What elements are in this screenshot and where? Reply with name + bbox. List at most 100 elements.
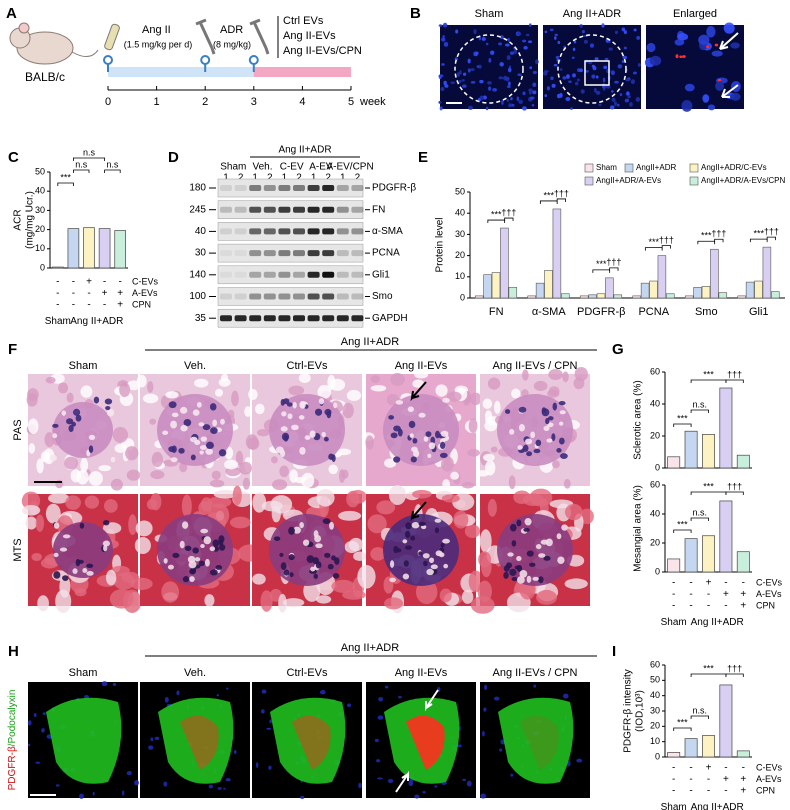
bar [596, 293, 606, 299]
column-label: Sham [475, 8, 504, 20]
cell [171, 412, 179, 418]
cell [521, 39, 527, 43]
cell [540, 539, 549, 545]
band [336, 315, 349, 322]
cell [438, 74, 444, 78]
bar [736, 551, 750, 573]
cell [434, 785, 438, 788]
cell [105, 569, 117, 586]
cell [530, 431, 536, 439]
cell [283, 569, 290, 576]
protein-label: α-SMA [372, 226, 403, 237]
cell [546, 86, 551, 91]
y-tick-label: 40 [650, 508, 660, 518]
bar [710, 248, 719, 299]
cell [559, 68, 563, 71]
cell [482, 398, 493, 410]
band [307, 315, 320, 322]
band [249, 228, 262, 235]
band [293, 293, 305, 300]
cell [199, 450, 204, 455]
cell [28, 443, 36, 454]
significance-bracket [690, 409, 709, 413]
cell [508, 81, 511, 86]
cell [723, 22, 735, 34]
band [307, 206, 320, 213]
cell [545, 538, 553, 547]
cell [324, 408, 332, 416]
cell [453, 510, 469, 529]
panel-label: D [168, 149, 179, 166]
cell [514, 565, 521, 570]
mouse-tail [71, 49, 99, 57]
cell [470, 68, 475, 72]
significance-bracket [104, 169, 121, 173]
cell [510, 773, 514, 777]
bar [667, 752, 681, 758]
cell [428, 442, 436, 450]
cell [674, 39, 685, 46]
y-tick-label: 10 [35, 243, 45, 253]
cell [193, 378, 209, 388]
cell [393, 425, 401, 432]
cell [302, 539, 310, 546]
x-tick-label: PDGFR-β [577, 306, 626, 318]
cell [635, 97, 641, 102]
cell [609, 105, 615, 110]
bar [527, 295, 536, 299]
cell [543, 70, 549, 73]
bar [508, 287, 518, 299]
cell [461, 481, 475, 489]
cell [458, 79, 462, 84]
cell [21, 491, 41, 511]
cell [549, 28, 554, 32]
cell [209, 479, 225, 488]
cell [606, 85, 611, 89]
cell [576, 758, 583, 763]
cell [516, 96, 520, 101]
cell [509, 568, 517, 576]
bar [666, 293, 675, 299]
band [307, 271, 320, 278]
condition-sign: + [117, 300, 123, 311]
cell [210, 427, 218, 435]
arrow [425, 689, 439, 712]
glomerulus [497, 394, 573, 466]
band [351, 206, 364, 213]
cell [454, 57, 458, 61]
cell [288, 526, 295, 535]
cell [541, 407, 547, 414]
cell [568, 80, 572, 83]
legend-swatch [689, 176, 699, 186]
cell [563, 478, 571, 489]
cell [591, 74, 596, 79]
significance-label: ††† [727, 663, 742, 673]
cell [548, 386, 560, 396]
significance-label: n.s [75, 159, 88, 169]
bar [702, 434, 715, 469]
band [322, 315, 335, 322]
cell [427, 453, 432, 458]
cell [523, 45, 528, 50]
cell [164, 696, 169, 703]
cell [439, 588, 452, 603]
cell [299, 521, 304, 529]
cell [299, 446, 306, 455]
cell [633, 28, 637, 32]
cell [128, 514, 138, 536]
cell [66, 418, 74, 425]
cell [637, 63, 641, 67]
cell [126, 770, 132, 776]
column-label: Veh. [184, 667, 206, 679]
band [249, 250, 262, 257]
y-tick-label: 0 [655, 462, 660, 472]
cell [625, 78, 631, 82]
cell [299, 400, 306, 409]
cell [58, 382, 69, 394]
cell [92, 791, 95, 796]
cell [450, 471, 460, 480]
condition-sign: - [672, 786, 675, 797]
cell [508, 475, 516, 490]
bar [745, 281, 755, 299]
cell [200, 436, 208, 442]
